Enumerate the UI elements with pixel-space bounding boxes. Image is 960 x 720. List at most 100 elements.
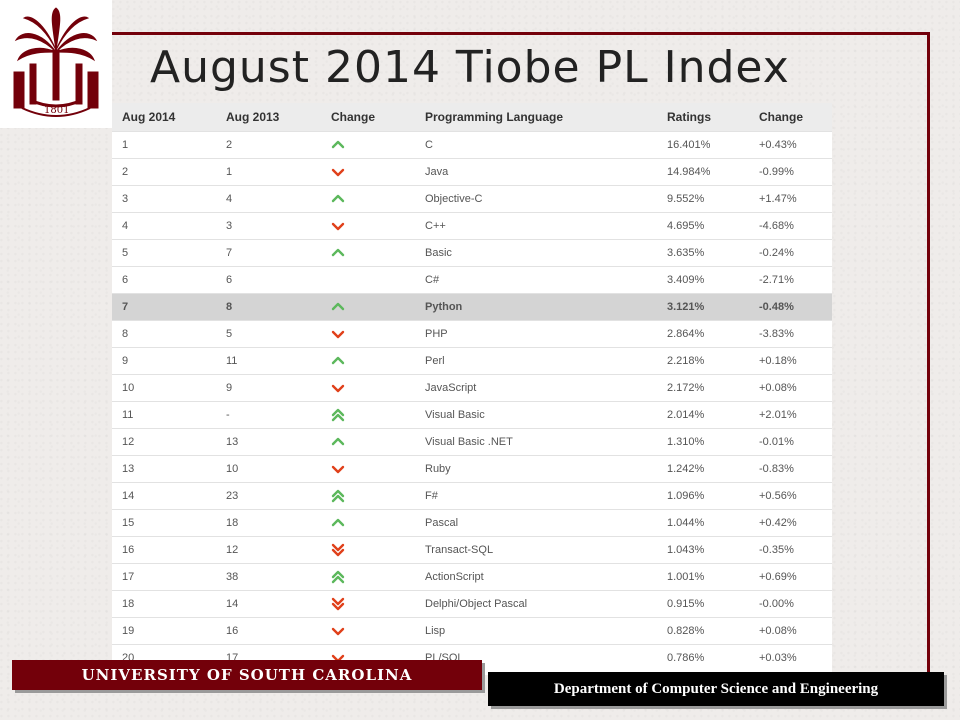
double-arrow-up-icon <box>331 570 345 583</box>
change-percent: +2.01% <box>759 408 797 421</box>
table-header-row: Aug 2014 Aug 2013 Change Programming Lan… <box>112 103 832 131</box>
change-arrow-cell <box>321 590 415 617</box>
table-row: 10 9 JavaScript 2.172% +0.08% <box>112 374 832 401</box>
change-percent: -0.00% <box>759 597 794 610</box>
rank-aug-2013: 6 <box>226 273 233 286</box>
university-logo: 1801 <box>0 0 112 128</box>
table-row: 9 11 Perl 2.218% +0.18% <box>112 347 832 374</box>
rating-value: 2.218% <box>667 354 705 367</box>
rank-aug-2013: 16 <box>226 624 239 637</box>
change-percent: +0.43% <box>759 138 797 151</box>
table-row: 18 14 Delphi/Object Pascal 0.915% -0.00% <box>112 590 832 617</box>
change-percent: -0.24% <box>759 246 794 259</box>
tiobe-table-image: Aug 2014 Aug 2013 Change Programming Lan… <box>112 103 832 675</box>
change-percent: -0.35% <box>759 543 794 556</box>
table-row: 8 5 PHP 2.864% -3.83% <box>112 320 832 347</box>
arrow-down-icon <box>331 222 345 230</box>
rank-aug-2014: 12 <box>122 435 135 448</box>
rating-value: 16.401% <box>667 138 711 151</box>
table-row: 17 38 ActionScript 1.001% +0.69% <box>112 563 832 590</box>
rank-aug-2013: 11 <box>226 354 238 367</box>
language-name: F# <box>425 489 438 502</box>
change-arrow-cell <box>321 266 415 293</box>
rating-value: 1.310% <box>667 435 705 448</box>
language-name: Transact-SQL <box>425 543 494 556</box>
rating-value: 14.984% <box>667 165 711 178</box>
change-percent: +0.42% <box>759 516 797 529</box>
rank-aug-2014: 19 <box>122 624 135 637</box>
arrow-up-icon <box>331 518 345 526</box>
arrow-down-icon <box>331 168 345 176</box>
rank-aug-2014: 6 <box>122 273 129 286</box>
rank-aug-2014: 9 <box>122 354 129 367</box>
double-arrow-up-icon <box>331 489 345 502</box>
rank-aug-2013: 3 <box>226 219 233 232</box>
rating-value: 3.121% <box>667 300 705 313</box>
arrow-down-icon <box>331 627 345 635</box>
rank-aug-2013: 13 <box>226 435 239 448</box>
rank-aug-2013: 18 <box>226 516 239 529</box>
change-percent: +0.69% <box>759 570 797 583</box>
table-row: 16 12 Transact-SQL 1.043% -0.35% <box>112 536 832 563</box>
language-name: Visual Basic <box>425 408 485 421</box>
rank-aug-2013: 1 <box>226 165 233 178</box>
change-percent: -3.83% <box>759 327 794 340</box>
language-name: C++ <box>425 219 446 232</box>
change-arrow-cell <box>321 374 415 401</box>
rating-value: 2.014% <box>667 408 705 421</box>
rank-aug-2014: 14 <box>122 489 135 502</box>
change-arrow-cell <box>321 401 415 428</box>
header-change-percent: Change <box>759 109 804 124</box>
language-name: ActionScript <box>425 570 484 583</box>
arrow-down-icon <box>331 465 345 473</box>
table-row: 14 23 F# 1.096% +0.56% <box>112 482 832 509</box>
change-arrow-cell <box>321 212 415 239</box>
rank-aug-2014: 10 <box>122 381 135 394</box>
rank-aug-2013: 2 <box>226 138 233 151</box>
rank-aug-2013: 10 <box>226 462 239 475</box>
header-change-arrow: Change <box>331 109 376 124</box>
language-name: Visual Basic .NET <box>425 435 513 448</box>
language-name: Java <box>425 165 449 178</box>
rank-aug-2014: 4 <box>122 219 129 232</box>
rank-aug-2014: 18 <box>122 597 135 610</box>
double-arrow-up-icon <box>331 408 345 421</box>
rating-value: 2.864% <box>667 327 705 340</box>
rank-aug-2014: 11 <box>122 408 134 421</box>
svg-text:1801: 1801 <box>44 105 69 116</box>
change-percent: +1.47% <box>759 192 797 205</box>
rank-aug-2014: 16 <box>122 543 135 556</box>
change-percent: -0.48% <box>759 300 794 313</box>
rating-value: 1.001% <box>667 570 705 583</box>
rating-value: 9.552% <box>667 192 705 205</box>
language-name: JavaScript <box>425 381 477 394</box>
language-name: Ruby <box>425 462 451 475</box>
language-name: Objective-C <box>425 192 483 205</box>
rank-aug-2014: 7 <box>122 300 129 313</box>
table-row: 13 10 Ruby 1.242% -0.83% <box>112 455 832 482</box>
header-programming-language: Programming Language <box>425 109 564 124</box>
double-arrow-down-icon <box>331 543 345 556</box>
header-ratings: Ratings <box>667 109 712 124</box>
rank-aug-2013: 23 <box>226 489 239 502</box>
language-name: Perl <box>425 354 445 367</box>
change-percent: -4.68% <box>759 219 794 232</box>
table-row: 1 2 C 16.401% +0.43% <box>112 131 832 158</box>
rank-aug-2014: 13 <box>122 462 135 475</box>
header-aug-2013: Aug 2013 <box>226 109 280 124</box>
rating-value: 1.242% <box>667 462 705 475</box>
arrow-down-icon <box>331 330 345 338</box>
change-arrow-cell <box>321 563 415 590</box>
table-row: 2 1 Java 14.984% -0.99% <box>112 158 832 185</box>
rating-value: 1.044% <box>667 516 705 529</box>
rank-aug-2013: 12 <box>226 543 239 556</box>
rating-value: 1.043% <box>667 543 705 556</box>
rating-value: 3.409% <box>667 273 705 286</box>
tiobe-index-table: Aug 2014 Aug 2013 Change Programming Lan… <box>112 103 832 671</box>
table-row: 7 8 Python 3.121% -0.48% <box>112 293 832 320</box>
change-arrow-cell <box>321 131 415 158</box>
footer-university-name: UNIVERSITY OF SOUTH CAROLINA <box>81 666 413 684</box>
change-arrow-cell <box>321 293 415 320</box>
footer-university-bar <box>12 660 482 690</box>
rating-value: 0.828% <box>667 624 705 637</box>
